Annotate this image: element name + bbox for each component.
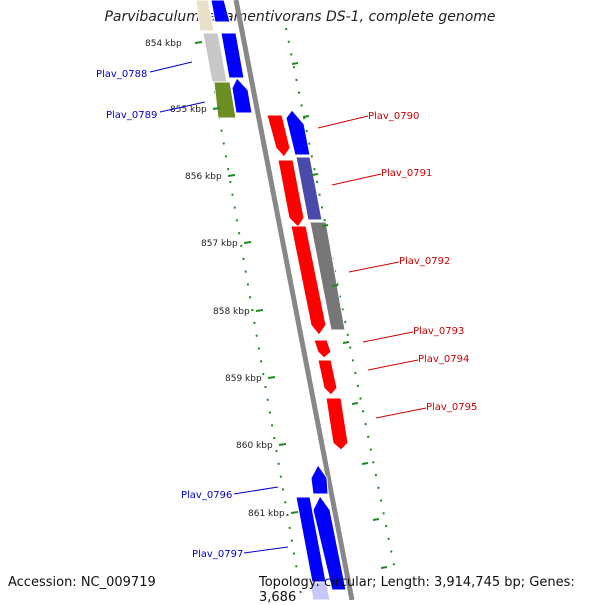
right-dotted-guide	[285, 27, 397, 576]
scale-tick	[227, 174, 236, 177]
scale-tick	[380, 566, 388, 569]
scale-label: 858 kbp	[213, 307, 250, 317]
scale-tick	[372, 518, 380, 521]
scale-tick	[351, 402, 359, 405]
gene-shapes	[195, 0, 349, 600]
gene-bar	[195, 0, 215, 32]
scale-tick	[290, 511, 299, 514]
scale-tick	[291, 62, 299, 65]
gene-label[interactable]: Plav_0797	[192, 549, 243, 560]
scale-label: 860 kbp	[236, 441, 273, 451]
backbone-line	[233, 0, 355, 600]
gene-label[interactable]: Plav_0795	[426, 402, 477, 413]
gene-bar	[210, 0, 231, 23]
gene-bar	[285, 109, 311, 156]
scale-tick	[255, 309, 264, 312]
scale-tick	[267, 376, 276, 379]
gene-leader-line	[331, 173, 382, 186]
gene-label[interactable]: Plav_0794	[418, 354, 469, 365]
gene-bar	[220, 32, 245, 79]
scale-tick	[212, 107, 221, 110]
gene-bar	[295, 156, 323, 221]
gene-bar	[309, 581, 331, 600]
gene-leader-line	[362, 331, 414, 343]
gene-leader-line	[149, 61, 193, 73]
gene-leader-line	[317, 115, 369, 129]
scale-tick	[278, 443, 287, 446]
gene-leader-line	[375, 407, 427, 419]
gene-bar	[310, 464, 329, 495]
gene-bar	[325, 397, 349, 451]
scale-label: 857 kbp	[201, 239, 238, 249]
scale-tick	[321, 224, 329, 227]
gene-leader-line	[233, 486, 279, 495]
gene-leader-line	[243, 546, 289, 554]
scale-tick	[302, 115, 310, 118]
gene-label[interactable]: Plav_0788	[96, 69, 147, 80]
summary-label: Topology: circular; Length: 3,914,745 bp…	[259, 575, 575, 605]
scale-label: 855 kbp	[170, 105, 207, 115]
scale-tick	[361, 462, 369, 465]
gene-bar	[317, 359, 338, 396]
gene-bar	[231, 77, 253, 114]
scale-tick	[243, 241, 252, 244]
gene-bar	[313, 339, 332, 359]
scale-tick	[331, 284, 339, 287]
scale-tick	[342, 341, 350, 344]
scale-label: 854 kbp	[145, 39, 182, 49]
accession-label: Accession: NC_009719	[8, 575, 156, 590]
gene-label[interactable]: Plav_0792	[399, 256, 450, 267]
gene-leader-line	[348, 261, 400, 273]
gene-label[interactable]: Plav_0790	[368, 111, 419, 122]
gene-leader-line	[159, 101, 206, 113]
gene-label[interactable]: Plav_0789	[106, 110, 157, 121]
gene-bar	[266, 114, 291, 158]
scale-tick	[194, 41, 203, 44]
scale-label: 859 kbp	[225, 374, 262, 384]
gene-leader-line	[367, 359, 419, 371]
gene-label[interactable]: Plav_0791	[381, 168, 432, 179]
gene-label[interactable]: Plav_0796	[181, 490, 232, 501]
scale-label: 856 kbp	[185, 172, 222, 182]
scale-label: 861 kbp	[248, 509, 285, 519]
scale-tick	[311, 173, 319, 176]
gene-label[interactable]: Plav_0793	[413, 326, 464, 337]
gene-bar	[312, 495, 347, 591]
gene-bar	[309, 221, 346, 331]
gene-bar	[290, 225, 327, 336]
gene-bar	[277, 159, 305, 228]
